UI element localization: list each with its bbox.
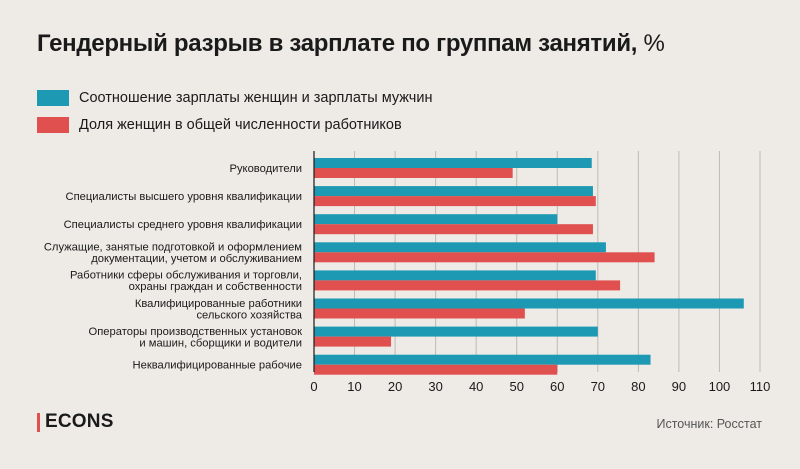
legend-swatch-wage-ratio <box>37 90 69 106</box>
x-tick-label: 30 <box>428 379 442 394</box>
x-tick-label: 110 <box>750 379 771 394</box>
source-note: Источник: Росстат <box>656 417 762 431</box>
chart-title-text: Гендерный разрыв в зарплате по группам з… <box>37 30 638 57</box>
bar-women-share-5 <box>314 308 525 319</box>
legend-label-women-share: Доля женщин в общей численности работник… <box>79 117 402 133</box>
category-label: Неквалифицированные рабочие <box>133 360 302 372</box>
chart-title-unit: % <box>643 30 665 57</box>
category-label: Операторы производственных установок <box>89 326 303 338</box>
bar-wage-ratio-6 <box>314 326 598 337</box>
bar-women-share-1 <box>314 196 596 207</box>
category-label: Квалифицированные работники <box>135 298 302 310</box>
x-tick-label: 70 <box>591 379 605 394</box>
category-label: Специалисты среднего уровня квалификации <box>64 219 302 231</box>
bar-wage-ratio-1 <box>314 186 593 197</box>
category-label: документации, учетом и обслуживанием <box>91 253 302 265</box>
legend-item-women-share: Доля женщин в общей численности работник… <box>37 115 432 135</box>
x-tick-label: 100 <box>709 379 731 394</box>
bar-women-share-0 <box>314 168 513 178</box>
chart-title: Гендерный разрыв в зарплате по группам з… <box>37 30 665 58</box>
bar-women-share-3 <box>314 252 655 263</box>
bar-women-share-6 <box>314 336 392 347</box>
x-tick-label: 40 <box>469 379 483 394</box>
x-tick-label: 20 <box>388 379 402 394</box>
bar-wage-ratio-3 <box>314 242 606 253</box>
bar-wage-ratio-4 <box>314 270 596 281</box>
x-tick-label: 0 <box>310 379 317 394</box>
x-tick-label: 50 <box>509 379 523 394</box>
legend-item-wage-ratio: Соотношение зарплаты женщин и зарплаты м… <box>37 88 432 108</box>
brand-text: ECONS <box>45 411 114 432</box>
bar-wage-ratio-2 <box>314 214 558 225</box>
bar-women-share-4 <box>314 280 621 291</box>
category-label: и машин, сборщики и водители <box>139 337 302 349</box>
brand-bar-icon <box>37 412 40 432</box>
x-tick-label: 90 <box>672 379 686 394</box>
x-tick-label: 10 <box>347 379 361 394</box>
legend-swatch-women-share <box>37 117 69 133</box>
bar-wage-ratio-7 <box>314 354 651 365</box>
bar-wage-ratio-5 <box>314 298 744 309</box>
category-label: охраны граждан и собственности <box>129 281 302 293</box>
category-label: Работники сферы обслуживания и торговли, <box>70 270 302 282</box>
x-tick-label: 60 <box>550 379 564 394</box>
legend-label-wage-ratio: Соотношение зарплаты женщин и зарплаты м… <box>79 90 433 106</box>
bar-women-share-2 <box>314 224 593 235</box>
bar-women-share-7 <box>314 364 558 375</box>
bar-wage-ratio-0 <box>314 158 592 168</box>
category-label: Руководители <box>230 163 303 175</box>
category-label: Служащие, занятые подготовкой и оформлен… <box>44 242 302 254</box>
category-label: Специалисты высшего уровня квалификации <box>66 191 302 203</box>
x-tick-label: 80 <box>631 379 645 394</box>
brand-logo: ECONS <box>37 411 114 433</box>
category-label: сельского хозяйства <box>196 309 302 321</box>
legend: Соотношение зарплаты женщин и зарплаты м… <box>37 88 432 142</box>
